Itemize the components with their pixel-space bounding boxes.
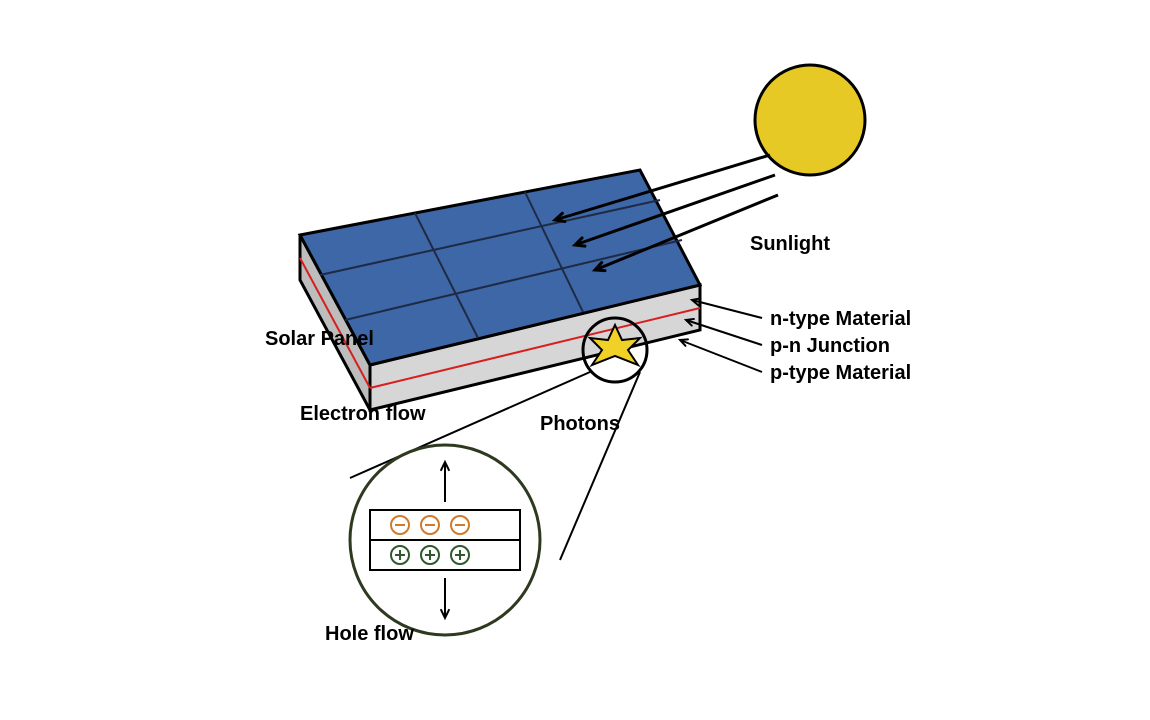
label-solar-panel: Solar Panel — [265, 328, 374, 350]
label-photons: Photons — [540, 413, 620, 435]
label-hole-flow: Hole flow — [325, 623, 414, 645]
junction-zoom-detail — [350, 445, 540, 635]
label-n-type: n-type Material — [770, 308, 911, 330]
solar-cell-diagram: Sunlight Solar Panel n-type Material p-n Ju… — [0, 0, 1150, 720]
label-electron-flow: Electron flow — [300, 403, 426, 425]
label-pn-junction: p-n Junction — [770, 335, 890, 357]
label-p-type: p-type Material — [770, 362, 911, 384]
label-sunlight: Sunlight — [750, 233, 830, 255]
